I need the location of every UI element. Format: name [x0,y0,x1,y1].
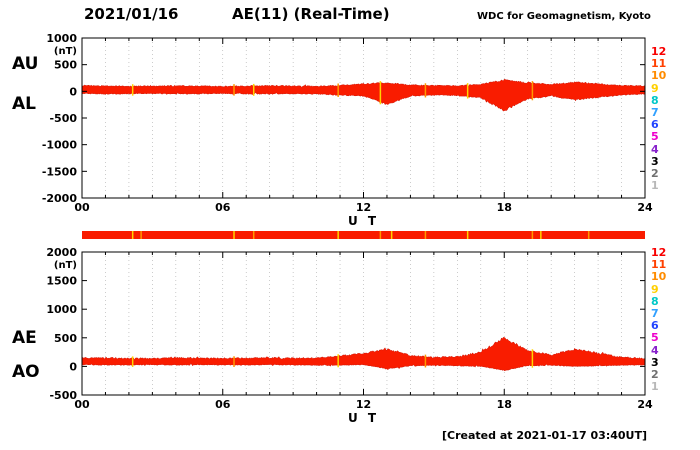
x-tick-label: 24 [637,398,653,411]
y-tick-label: 2000 [46,246,77,259]
station-number: 5 [651,130,659,144]
station-legend-top: 12 11 10 9 8 7 6 5 4 3 2 1 [651,45,677,193]
label-au: AU [12,54,39,74]
station-number: 6 [651,118,659,132]
station-number: 4 [651,343,659,357]
station-number: 11 [651,258,667,272]
station-number: 11 [651,57,667,71]
x-tick-label: 00 [74,398,90,411]
station-number: 8 [651,294,659,308]
station-number: 5 [651,331,659,345]
x-axis-label: U T [348,214,379,228]
panel-AU-AL: 1000 500 0 -500 -1000 -1500 -2000 (nT) 00 06 12 18 2… [42,32,653,228]
station-availability-bar [82,231,645,239]
index-trace-band [82,79,645,112]
station-number: 8 [651,93,659,107]
y-axis-unit: (nT) [54,260,77,271]
y-tick-label: 500 [54,59,77,72]
x-tick-label: 18 [497,398,512,411]
station-number: 1 [651,380,659,394]
y-tick-label: 1500 [46,275,77,288]
station-number: 10 [651,270,667,284]
x-tick-label: 24 [637,201,653,214]
panel-AE-AO: 2000 1500 1000 500 0 -500 (nT) 00 06 12 18 24 U T [46,246,653,425]
x-tick-label: 18 [497,201,512,214]
index-trace-band [82,337,645,371]
x-tick-label: 12 [356,201,371,214]
station-number: 2 [651,368,659,382]
y-tick-label: -500 [49,389,77,402]
station-number: 9 [651,81,659,95]
y-axis-unit: (nT) [54,46,77,57]
station-number: 7 [651,307,659,321]
y-tick-label: 1000 [46,32,77,45]
station-number: 1 [651,179,659,193]
y-tick-label: -500 [49,112,77,125]
station-legend-bottom: 12 11 10 9 8 7 6 5 4 3 2 1 [651,246,677,394]
y-tick-label: -1500 [42,165,78,178]
x-axis-label: U T [348,411,379,425]
label-ae: AE [12,328,37,348]
plot-frame [81,251,646,396]
x-tick-label: 12 [356,398,371,411]
station-number: 6 [651,319,659,333]
station-number: 2 [651,167,659,181]
station-number: 12 [651,246,667,259]
label-ao: AO [12,362,40,382]
station-number: 3 [651,355,659,369]
station-number: 9 [651,282,659,296]
station-number: 4 [651,142,659,156]
x-tick-label: 00 [74,201,90,214]
y-tick-label: -1000 [42,139,78,152]
station-number: 3 [651,154,659,168]
label-al: AL [12,94,36,114]
y-tick-label: 1000 [46,303,77,316]
data-source: WDC for Geomagnetism, Kyoto [477,11,651,22]
plot-title: AE(11) (Real-Time) [232,5,390,23]
created-timestamp: [Created at 2021-01-17 03:40UT] [441,429,647,442]
plot-date: 2021/01/16 [84,5,179,23]
y-tick-label: -2000 [42,192,78,205]
y-tick-label: 500 [54,332,77,345]
x-tick-label: 06 [215,201,231,214]
station-number: 12 [651,45,667,58]
y-tick-label: 0 [69,360,77,373]
station-number: 10 [651,69,667,83]
x-tick-label: 06 [215,398,231,411]
station-number: 7 [651,106,659,120]
y-tick-label: 0 [69,85,77,98]
